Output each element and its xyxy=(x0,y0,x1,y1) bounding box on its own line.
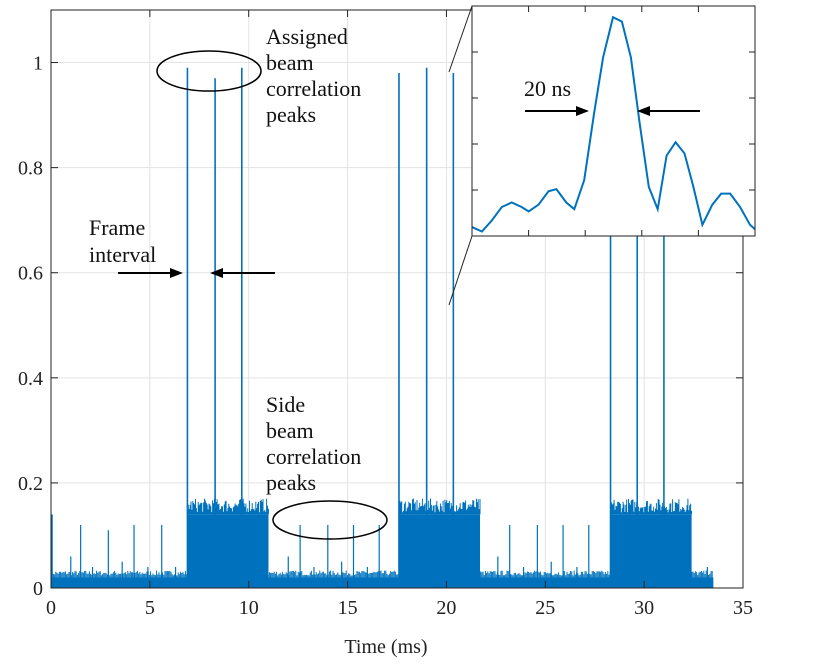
inset-pulse-line xyxy=(471,15,756,233)
inset-connector-top xyxy=(448,5,473,73)
x-tick-label: 25 xyxy=(535,597,555,619)
dense-block xyxy=(398,514,481,588)
dense-block-jitter xyxy=(610,498,692,515)
assigned-label-line-4: peaks xyxy=(266,102,316,127)
frame-label-line-2: interval xyxy=(89,242,156,267)
inset-series xyxy=(471,15,756,233)
x-tick-label: 15 xyxy=(338,597,358,619)
side-peaks-label: Side beam correlation peaks xyxy=(266,392,361,495)
assigned-peaks-label: Assigned beam correlation peaks xyxy=(266,24,361,127)
inset-chart: 20 ns xyxy=(471,5,756,237)
x-tick-label: 20 xyxy=(436,597,456,619)
pulse-width-arrowhead-left xyxy=(576,106,589,116)
inset-background xyxy=(472,6,755,236)
assigned-label-line-3: correlation xyxy=(266,76,361,101)
noise-floor xyxy=(51,577,714,588)
x-tick-label: 5 xyxy=(145,597,155,619)
inset-frame xyxy=(471,5,756,237)
x-tick-label: 30 xyxy=(634,597,654,619)
dense-block-jitter xyxy=(186,498,269,515)
side-peaks-ellipse xyxy=(272,500,388,540)
y-tick-label: 1 xyxy=(33,53,43,75)
dense-block-jitter xyxy=(398,498,481,515)
y-tick-label: 0.2 xyxy=(18,473,43,495)
x-axis-title: Time (ms) xyxy=(344,636,427,658)
side-label-line-3: correlation xyxy=(266,444,361,469)
frame-interval-label: Frame interval xyxy=(89,215,156,267)
side-label-line-1: Side xyxy=(266,392,305,417)
y-tick-label: 0.8 xyxy=(18,158,43,180)
frame-interval-arrows xyxy=(118,268,275,278)
side-label-line-2: beam xyxy=(266,418,314,443)
assigned-label-line-1: Assigned xyxy=(266,24,348,49)
series-main xyxy=(50,67,714,588)
y-tick-label: 0.4 xyxy=(18,368,43,390)
side-label-line-4: peaks xyxy=(266,470,316,495)
frame-label-line-1: Frame xyxy=(89,215,145,240)
x-tick-label: 10 xyxy=(239,597,259,619)
inset-ticks xyxy=(472,6,755,236)
plot-frame xyxy=(50,9,744,589)
x-tick-label: 35 xyxy=(733,597,753,619)
tick-labels: 0 5 10 15 20 25 30 35 0 0.2 0.4 0.6 0.8 1 xyxy=(18,53,753,619)
assigned-peaks-ellipse xyxy=(156,50,262,92)
dense-block xyxy=(187,514,269,588)
y-tick-label: 0.6 xyxy=(18,263,43,285)
pulse-width-arrowhead-right xyxy=(637,106,650,116)
assigned-label-line-2: beam xyxy=(266,50,314,75)
x-tick-label: 0 xyxy=(46,597,56,619)
y-tick-label: 0 xyxy=(33,578,43,600)
inset-connector-bottom xyxy=(448,235,473,306)
dense-block xyxy=(610,514,692,588)
pulse-width-label: 20 ns xyxy=(524,76,571,101)
